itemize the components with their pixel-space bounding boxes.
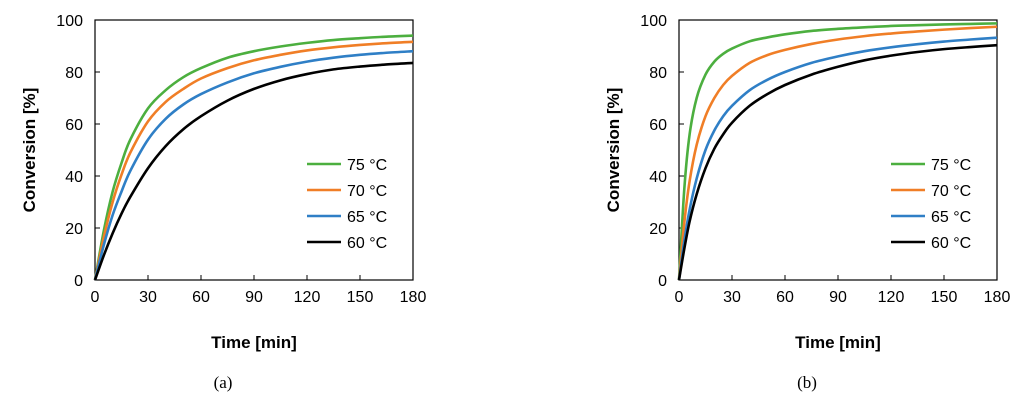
x-axis-title: Time [min] xyxy=(211,333,297,352)
y-tick-label: 100 xyxy=(56,13,83,30)
x-tick-label: 150 xyxy=(931,289,958,306)
y-tick-label: 0 xyxy=(658,273,667,290)
panel-caption: (a) xyxy=(214,373,233,392)
x-tick-label: 180 xyxy=(984,289,1011,306)
series-line-65c xyxy=(677,36,998,281)
x-tick-label: 30 xyxy=(723,289,741,306)
x-tick-label: 150 xyxy=(347,289,374,306)
legend-label-75c: 75 °C xyxy=(347,157,387,174)
legend-label-60c: 60 °C xyxy=(931,235,971,252)
chart-panel-b: 0 30 60 90 120 150 180 0 20 40 60 80 100 Time [min] Co… xyxy=(604,13,1010,392)
panel-caption: (b) xyxy=(797,373,817,392)
legend: 75 °C 70 °C 65 °C 60 °C xyxy=(307,157,387,252)
y-tick-label: 80 xyxy=(65,65,83,82)
series-line-65c xyxy=(93,49,414,281)
series-line-70c xyxy=(93,40,414,281)
y-axis-title: Conversion [%] xyxy=(20,88,39,213)
y-axis-title: Conversion [%] xyxy=(604,88,623,213)
legend-label-70c: 70 °C xyxy=(931,183,971,200)
y-tick-label: 20 xyxy=(65,221,83,238)
y-tick-label: 40 xyxy=(65,169,83,186)
chart-panel-a: 0 30 60 90 120 150 180 0 20 40 60 80 100 Time [min] Co… xyxy=(20,13,426,392)
series-line-75c xyxy=(677,22,998,281)
x-tick-label: 90 xyxy=(245,289,263,306)
x-tick-label: 0 xyxy=(91,289,100,306)
y-tick-label: 100 xyxy=(640,13,667,30)
legend-label-65c: 65 °C xyxy=(347,209,387,226)
x-tick-label: 30 xyxy=(139,289,157,306)
series-line-70c xyxy=(677,25,998,281)
x-axis-title: Time [min] xyxy=(795,333,881,352)
x-tick-label: 180 xyxy=(400,289,427,306)
y-tick-label: 80 xyxy=(649,65,667,82)
legend-label-70c: 70 °C xyxy=(347,183,387,200)
y-tick-label: 0 xyxy=(74,273,83,290)
legend-label-60c: 60 °C xyxy=(347,235,387,252)
y-tick-label: 20 xyxy=(649,221,667,238)
x-tick-label: 90 xyxy=(829,289,847,306)
x-tick-label: 0 xyxy=(675,289,684,306)
x-tick-label: 120 xyxy=(294,289,321,306)
x-tick-label: 60 xyxy=(776,289,794,306)
x-tick-label: 120 xyxy=(878,289,905,306)
legend-label-75c: 75 °C xyxy=(931,157,971,174)
y-tick-label: 60 xyxy=(649,117,667,134)
legend-label-65c: 65 °C xyxy=(931,209,971,226)
legend: 75 °C 70 °C 65 °C 60 °C xyxy=(891,157,971,252)
y-tick-label: 40 xyxy=(649,169,667,186)
y-tick-label: 60 xyxy=(65,117,83,134)
series-line-60c xyxy=(677,43,998,281)
x-tick-label: 60 xyxy=(192,289,210,306)
series-line-75c xyxy=(93,34,414,281)
series-line-60c xyxy=(93,61,414,281)
